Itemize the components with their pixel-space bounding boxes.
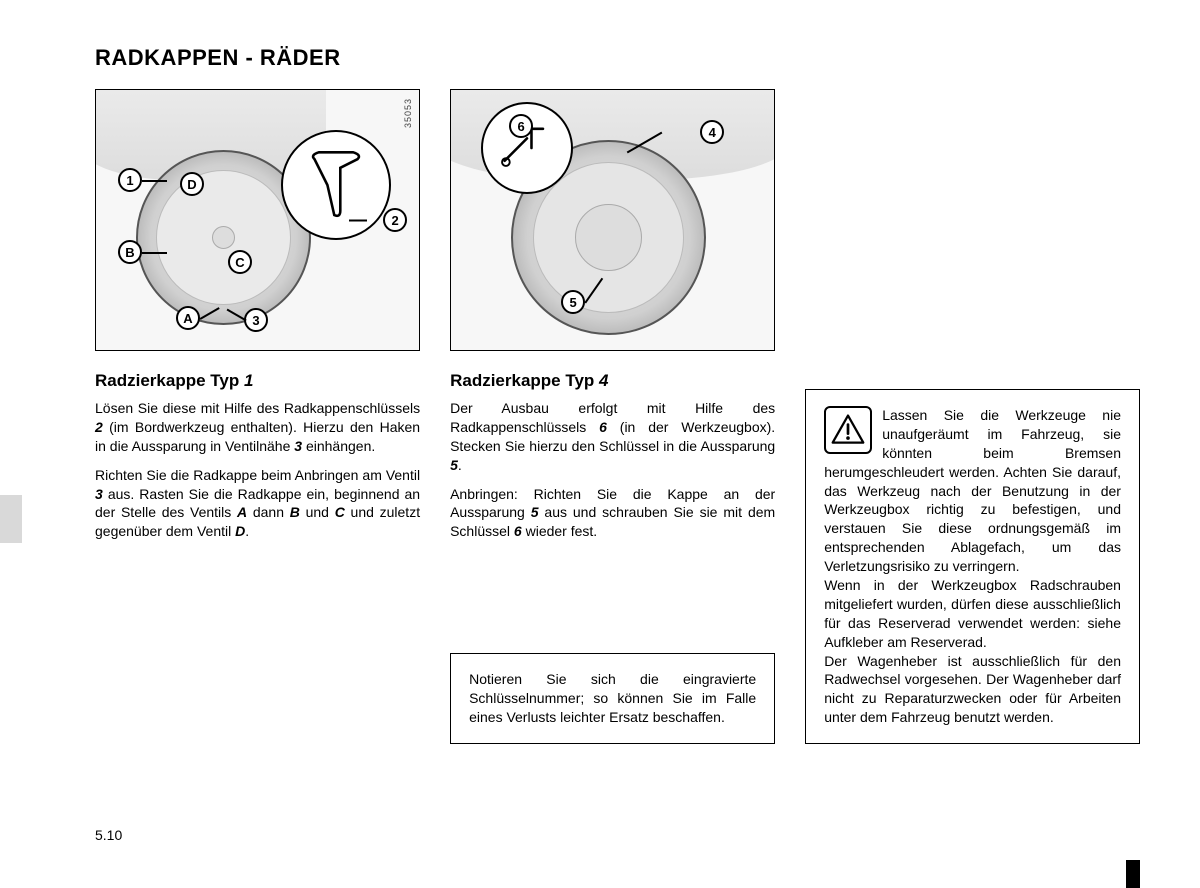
note-box: Notieren Sie sich die eingravierte Schlü… bbox=[450, 653, 775, 744]
warning-icon bbox=[824, 406, 872, 454]
columns: 35053 1 D B C A bbox=[95, 89, 1140, 744]
column-1: 35053 1 D B C A bbox=[95, 89, 420, 744]
callout-A: A bbox=[176, 306, 200, 330]
heading-type-4: Radzierkappe Typ 4 bbox=[450, 371, 775, 391]
col1-p1: Lösen Sie diese mit Hilfe des Radkappens… bbox=[95, 399, 420, 456]
page-title: RADKAPPEN - RÄDER bbox=[95, 45, 1140, 71]
callout-5: 5 bbox=[561, 290, 585, 314]
callout-1: 1 bbox=[118, 168, 142, 192]
corner-tab bbox=[1126, 860, 1140, 888]
tool-circle-1 bbox=[281, 130, 391, 240]
col2-p2: Anbringen: Richten Sie die Kappe an der … bbox=[450, 485, 775, 542]
col2-p1: Der Ausbau erfolgt mit Hilfe des Radkapp… bbox=[450, 399, 775, 475]
callout-2: 2 bbox=[383, 208, 407, 232]
warning-p3: Der Wagenheber ist ausschließlich für de… bbox=[824, 653, 1121, 726]
callout-B: B bbox=[118, 240, 142, 264]
figure-2: 28821 6 4 5 bbox=[450, 89, 775, 351]
page-number: 5.10 bbox=[95, 827, 122, 843]
column-2: 28821 6 4 5 Radzierk bbox=[450, 89, 775, 744]
column-3: Lassen Sie die Werkzeuge nie unaufgeräum… bbox=[805, 89, 1140, 744]
manual-page: RADKAPPEN - RÄDER 35053 1 bbox=[0, 0, 1200, 888]
warning-box: Lassen Sie die Werkzeuge nie unaufgeräum… bbox=[805, 389, 1140, 744]
callout-C: C bbox=[228, 250, 252, 274]
callout-D: D bbox=[180, 172, 204, 196]
photo-id-1: 35053 bbox=[403, 98, 413, 128]
hubcap-key-icon bbox=[293, 142, 379, 228]
callout-3: 3 bbox=[244, 308, 268, 332]
figure-1: 35053 1 D B C A bbox=[95, 89, 420, 351]
col1-p2: Richten Sie die Radkappe beim Anbringen … bbox=[95, 466, 420, 542]
callout-4: 4 bbox=[700, 120, 724, 144]
heading-type-1: Radzierkappe Typ 1 bbox=[95, 371, 420, 391]
warning-p2: Wenn in der Werkzeugbox Radschrauben mit… bbox=[824, 577, 1121, 650]
callout-6: 6 bbox=[509, 114, 533, 138]
